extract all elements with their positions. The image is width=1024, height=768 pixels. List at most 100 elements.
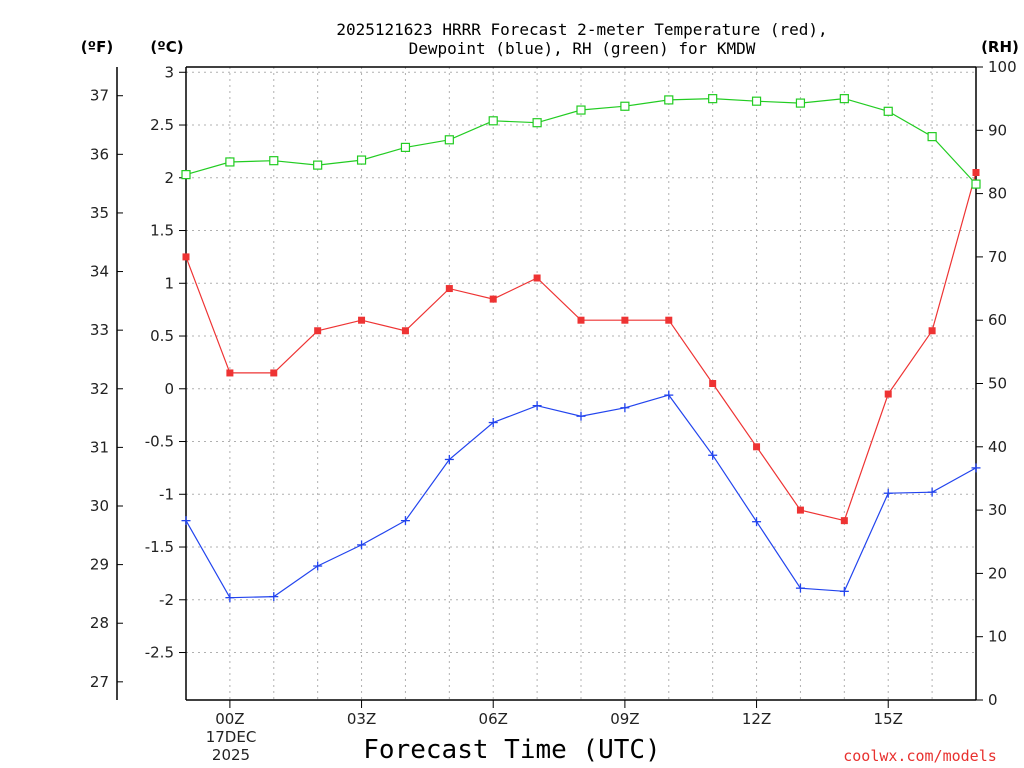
celsius-tick-label: -2.5 (145, 644, 174, 662)
credit-text: coolwx.com/models (843, 747, 997, 765)
rh-point (751, 96, 762, 106)
date-label-day: 17DEC (206, 728, 257, 746)
celsius-tick-label: 0 (164, 380, 174, 398)
fahrenheit-tick-label: 27 (90, 673, 109, 691)
celsius-tick-label: 0.5 (150, 327, 174, 345)
temperature-point (445, 285, 453, 293)
temperature-point (358, 316, 366, 324)
rh-tick-label: 20 (988, 564, 1007, 582)
temperature-point (226, 369, 234, 377)
dewpoint-point (752, 517, 762, 527)
dewpoint-line (185, 394, 977, 599)
date-label-year: 2025 (212, 746, 250, 764)
celsius-tick-label: -2 (159, 591, 174, 609)
temperature-point (928, 327, 936, 335)
rh-point (620, 101, 630, 111)
temperature-point (621, 316, 629, 324)
celsius-tick-label: 1.5 (150, 222, 174, 240)
temperature-point (709, 380, 717, 387)
dewpoint-point (927, 487, 937, 497)
temperature-point (665, 316, 673, 324)
celsius-tick-label: -0.5 (145, 433, 174, 451)
celsius-tick-label: 2.5 (150, 116, 174, 134)
dewpoint-point (400, 516, 410, 526)
dewpoint-point (971, 463, 981, 473)
dewpoint-point (357, 540, 367, 550)
rh-tick-label: 100 (988, 58, 1017, 76)
fahrenheit-tick-label: 33 (90, 321, 109, 339)
x-tick-label: 09Z (610, 710, 639, 728)
rh-point (839, 94, 849, 104)
celsius-tick-label: -1 (159, 485, 174, 503)
grid-lines (186, 67, 976, 700)
temperature-point (182, 253, 190, 261)
rh-unit-label: (RH) (981, 38, 1019, 56)
rh-point (400, 142, 411, 152)
rh-point (356, 155, 367, 165)
rh-point (313, 160, 323, 170)
fahrenheit-tick-label: 28 (90, 614, 109, 632)
celsius-tick-label: 3 (164, 63, 174, 81)
rh-point (269, 156, 279, 166)
fahrenheit-tick-label: 32 (90, 380, 109, 398)
temperature-point (753, 443, 761, 451)
temperature-point (401, 327, 409, 335)
dewpoint-point (620, 403, 630, 413)
rh-tick-label: 70 (988, 248, 1007, 266)
dewpoint-point (181, 516, 191, 526)
rh-tick-label: 0 (988, 691, 998, 709)
x-tick-label: 12Z (742, 710, 771, 728)
x-tick-label: 15Z (874, 710, 903, 728)
dewpoint-point (576, 411, 586, 421)
rh-point (971, 179, 981, 189)
dewpoint-point (883, 488, 893, 498)
fahrenheit-tick-label: 36 (90, 145, 109, 163)
dewpoint-point (225, 593, 235, 603)
temperature-point (884, 390, 892, 398)
dewpoint-point (795, 583, 805, 593)
x-tick-label: 00Z (215, 710, 244, 728)
celsius-unit-label: (ºC) (150, 38, 183, 56)
fahrenheit-tick-label: 29 (90, 556, 109, 574)
chart-title-line1: 2025121623 HRRR Forecast 2-meter Tempera… (336, 20, 827, 39)
rh-point (664, 95, 674, 105)
temperature-point (270, 369, 278, 377)
temperature-point (533, 274, 541, 282)
rh-tick-label: 50 (988, 375, 1007, 393)
rh-tick-label: 10 (988, 628, 1007, 646)
rh-tick-label: 30 (988, 501, 1007, 519)
rh-point (883, 106, 893, 116)
fahrenheit-tick-label: 37 (90, 87, 109, 105)
rh-point (444, 135, 454, 145)
dewpoint-point (708, 450, 718, 460)
rh-point (576, 105, 586, 115)
dewpoint-point (664, 390, 674, 400)
rh-tick-label: 90 (988, 121, 1007, 139)
rh-point (181, 170, 191, 180)
temperature-point (314, 327, 322, 335)
fahrenheit-tick-label: 31 (90, 438, 109, 456)
fahrenheit-tick-label: 35 (90, 204, 109, 222)
dewpoint-point (532, 401, 542, 411)
dewpoint-point (444, 454, 454, 464)
rh-point (225, 157, 235, 167)
data-series (181, 94, 981, 603)
dewpoint-point (488, 418, 498, 428)
temperature-point (840, 517, 848, 525)
temperature-point (577, 316, 585, 324)
temperature-point (796, 506, 804, 514)
axes: 3 2.5 2 1.5 1 0.5 0 -0.5 -1 -1.5 -2 -2.5 37 36 35 34 33 3… (90, 58, 1017, 728)
rh-point (708, 94, 718, 104)
rh-tick-label: 80 (988, 185, 1007, 203)
celsius-tick-label: 2 (164, 169, 174, 187)
rh-point (488, 116, 498, 126)
rh-tick-label: 40 (988, 438, 1007, 456)
celsius-tick-label: -1.5 (145, 538, 174, 556)
x-axis-label: Forecast Time (UTC) (363, 735, 660, 765)
celsius-tick-label: 1 (164, 274, 174, 292)
rh-point (532, 118, 542, 128)
fahrenheit-unit-label: (ºF) (81, 38, 113, 56)
x-tick-label: 06Z (479, 710, 508, 728)
dewpoint-point (313, 561, 323, 571)
